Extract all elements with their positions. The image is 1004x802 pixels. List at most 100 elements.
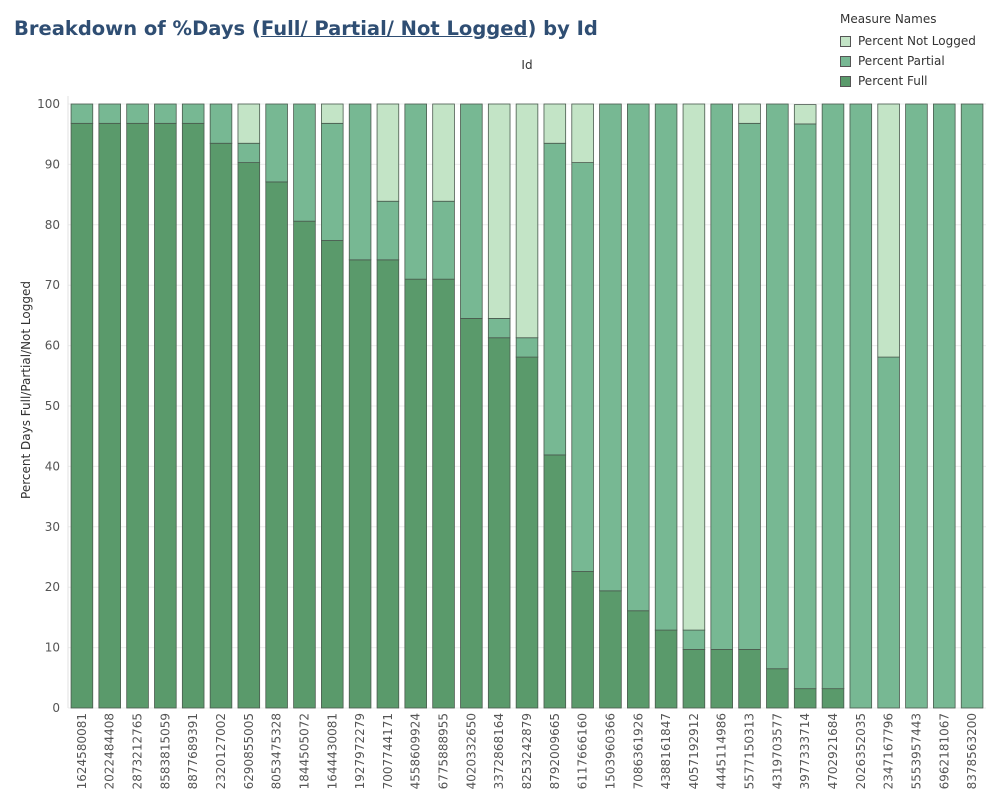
x-tick-label: 6775888955	[437, 713, 451, 789]
bar-segment-percent-full	[321, 240, 344, 709]
bar-segment-percent-full	[793, 688, 817, 709]
bar-segment-percent-full	[627, 610, 650, 709]
x-tick-label: 6290855005	[242, 713, 256, 789]
bar-segment-percent-full	[654, 629, 678, 709]
bar-segment-percent-partial	[209, 103, 233, 144]
legend-item-partial[interactable]: Percent Partial	[840, 51, 976, 71]
x-tick-label: 1927972279	[353, 713, 367, 789]
bar-segment-percent-partial	[627, 103, 650, 612]
x-tick-label: 1844505072	[297, 713, 311, 789]
bar-segment-percent-partial	[376, 200, 400, 261]
y-tick-label: 40	[45, 459, 60, 473]
x-tick-label: 5577150313	[743, 713, 757, 789]
bar-segment-percent-full	[293, 220, 316, 709]
legend-label-full: Percent Full	[858, 74, 928, 88]
x-tick-label: 4020332650	[464, 713, 478, 789]
bar-segment-percent-full	[404, 278, 427, 709]
chart-title-suffix: ) by Id	[527, 17, 598, 40]
legend-swatch-full	[840, 75, 851, 87]
bar-segment-percent-not-logged	[793, 104, 817, 125]
bar-segment-percent-full	[348, 259, 372, 709]
x-tick-label: 5553957443	[909, 713, 923, 789]
bar-segment-percent-partial	[293, 103, 316, 222]
x-tick-label: 4702921684	[826, 713, 840, 789]
x-tick-label: 2347167796	[882, 713, 896, 789]
bar-segment-percent-partial	[682, 629, 706, 650]
x-tick-label: 1624580081	[75, 713, 89, 789]
legend: Measure Names Percent Not Logged Percent…	[840, 12, 976, 91]
y-tick-label: 100	[37, 97, 60, 111]
bar-segment-percent-not-logged	[432, 103, 455, 202]
x-tick-label: 2022484408	[103, 713, 117, 789]
chart-title-prefix: Breakdown of %Days (	[14, 17, 261, 40]
x-tick-label: 4445114986	[715, 713, 729, 789]
bar-segment-percent-full	[487, 337, 511, 709]
bar-segment-percent-not-logged	[515, 103, 539, 339]
x-tick-label: 6117666160	[576, 713, 590, 789]
bar-segment-percent-partial	[265, 103, 288, 183]
y-tick-label: 10	[45, 641, 60, 655]
bar-segment-percent-partial	[321, 122, 344, 241]
bar-segment-percent-full	[599, 590, 622, 709]
legend-label-partial: Percent Partial	[858, 54, 945, 68]
x-tick-label: 2873212765	[131, 713, 145, 789]
x-tick-label: 1503960366	[603, 713, 617, 789]
legend-swatch-not-logged	[840, 35, 851, 47]
bar-segment-percent-not-logged	[487, 103, 511, 319]
bar-segment-percent-partial	[793, 123, 817, 690]
bar-segment-percent-partial	[821, 103, 845, 690]
bar-segment-percent-full	[543, 454, 567, 709]
bar-segment-percent-not-logged	[738, 103, 761, 124]
bar-segment-percent-partial	[960, 103, 984, 709]
x-tick-label: 4319703577	[770, 713, 784, 789]
bar-segment-percent-partial	[766, 103, 789, 670]
x-tick-label: 7007744171	[381, 713, 395, 789]
bar-segment-percent-full	[181, 122, 205, 709]
bar-segment-percent-partial	[487, 318, 511, 339]
bar-segment-percent-full	[432, 278, 455, 709]
bar-segment-percent-partial	[348, 103, 372, 261]
x-tick-label: 4558609924	[409, 713, 423, 789]
legend-title: Measure Names	[840, 12, 937, 26]
bar-segment-percent-partial	[905, 103, 928, 709]
x-tick-label: 4057192912	[687, 713, 701, 789]
chart-title: Breakdown of %Days (Full/ Partial/ Not L…	[14, 17, 598, 40]
y-tick-label: 70	[45, 278, 60, 292]
bar-segment-percent-partial	[654, 103, 678, 631]
y-axis-title: Percent Days Full/Partial/Not Logged	[19, 281, 33, 499]
bar-segment-percent-full	[376, 259, 400, 709]
bar-segment-percent-not-logged	[237, 103, 261, 144]
bar-segment-percent-not-logged	[376, 103, 400, 202]
y-tick-label: 90	[45, 157, 60, 171]
bar-segment-percent-partial	[432, 200, 455, 280]
x-tick-label: 2320127002	[214, 713, 228, 789]
bar-segment-percent-partial	[181, 103, 205, 124]
bar-segment-percent-not-logged	[543, 103, 567, 144]
bar-segment-percent-partial	[70, 103, 94, 124]
bar-segment-percent-partial	[877, 356, 900, 709]
x-tick-label: 2026352035	[854, 713, 868, 789]
bar-segment-percent-partial	[571, 162, 594, 572]
bar-segment-percent-full	[682, 649, 706, 709]
bar-segment-percent-full	[265, 181, 288, 709]
bar-segment-percent-not-logged	[682, 103, 706, 631]
x-tick-label: 8877689391	[186, 713, 200, 789]
bar-segment-percent-partial	[849, 103, 873, 709]
x-tick-label: 3977333714	[798, 713, 812, 789]
bar-segment-percent-full	[126, 122, 149, 709]
x-tick-label: 4388161847	[659, 713, 673, 789]
bar-segment-percent-full	[710, 649, 733, 709]
bar-segment-percent-partial	[738, 122, 761, 650]
y-tick-label: 60	[45, 339, 60, 353]
bar-segment-percent-full	[70, 122, 94, 709]
bar-segment-percent-not-logged	[321, 103, 344, 124]
x-tick-label: 6962181067	[937, 713, 951, 789]
x-tick-label: 8053475328	[270, 713, 284, 789]
chart-title-underlined[interactable]: Full/ Partial/ Not Logged	[260, 17, 528, 40]
bar-segment-percent-full	[515, 356, 539, 709]
bar-segment-percent-partial	[710, 103, 733, 650]
legend-item-full[interactable]: Percent Full	[840, 71, 976, 91]
y-tick-label: 80	[45, 218, 60, 232]
legend-item-not-logged[interactable]: Percent Not Logged	[840, 31, 976, 51]
